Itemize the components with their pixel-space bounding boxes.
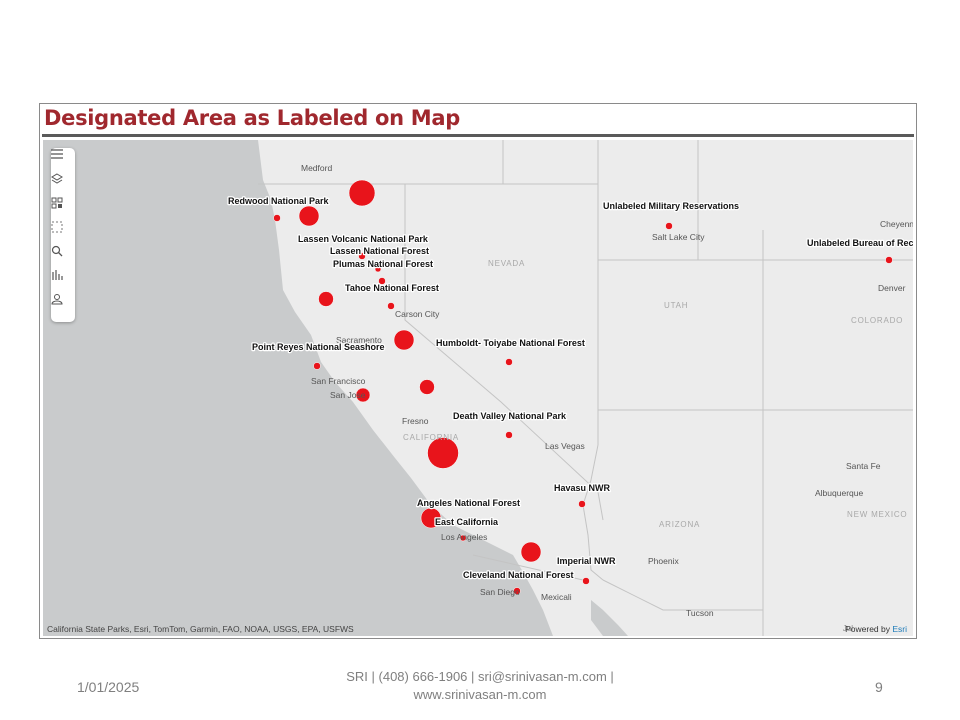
city-label-san-jose: San Jose	[330, 390, 366, 400]
footer-contact-line1: SRI | (408) 666-1906 | sri@srinivasan-m.…	[346, 669, 614, 684]
markers	[273, 179, 893, 595]
chart-icon[interactable]	[51, 269, 75, 291]
marker[interactable]	[348, 179, 376, 207]
area-label-angeles: Angeles National Forest	[417, 498, 520, 508]
area-label-military-reservations: Unlabeled Military Reservations	[603, 201, 739, 211]
area-label-havasu: Havasu NWR	[554, 483, 611, 493]
marker[interactable]	[505, 358, 513, 366]
marker[interactable]	[355, 387, 371, 403]
marker[interactable]	[419, 379, 435, 395]
area-label-lassen-forest: Lassen National Forest	[330, 246, 429, 256]
basemap: NEVADA UTAH COLORADO CALIFORNIA ARIZONA …	[43, 140, 913, 636]
marker[interactable]	[513, 587, 521, 595]
marker[interactable]	[578, 500, 586, 508]
marker[interactable]	[505, 431, 513, 439]
gulf	[591, 600, 628, 636]
city-label-santa-fe: Santa Fe	[846, 461, 881, 471]
city-label-phoenix: Phoenix	[648, 556, 679, 566]
city-label-tucson: Tucson	[686, 608, 714, 618]
area-label-cleveland: Cleveland National Forest	[463, 570, 574, 580]
area-label-bureau-of-reclamation: Unlabeled Bureau of Recl	[807, 238, 913, 248]
page-number: 9	[875, 679, 883, 695]
marker[interactable]	[313, 362, 321, 370]
qr-legend-icon[interactable]	[51, 197, 75, 219]
state-label-utah: UTAH	[664, 301, 688, 310]
area-label-lassen-volcanic: Lassen Volcanic National Park	[298, 234, 429, 244]
state-label-new-mexico: NEW MEXICO	[847, 510, 907, 519]
marker[interactable]	[358, 252, 366, 260]
area-label-tahoe: Tahoe National Forest	[345, 283, 439, 293]
marker[interactable]	[387, 302, 395, 310]
state-label-colorado: COLORADO	[851, 316, 903, 325]
footer-contact: SRI | (408) 666-1906 | sri@srinivasan-m.…	[300, 668, 660, 704]
city-label-fresno: Fresno	[402, 416, 429, 426]
marker[interactable]	[273, 214, 281, 222]
marker[interactable]	[393, 329, 415, 351]
marker[interactable]	[665, 222, 673, 230]
select-icon[interactable]	[51, 221, 75, 243]
city-label-sacramento: Sacramento	[336, 335, 382, 345]
layers-icon[interactable]	[51, 173, 75, 195]
partial-city-label: Jul	[842, 624, 853, 633]
esri-link[interactable]: Esri	[892, 624, 907, 634]
city-label-las-vegas: Las Vegas	[545, 441, 585, 451]
area-label-humboldt-toiyabe: Humboldt- Toiyabe National Forest	[436, 338, 585, 348]
title-divider	[42, 134, 914, 137]
powered-by-text: Powered by	[845, 624, 893, 634]
footer-website: www.srinivasan-m.com	[413, 687, 547, 702]
city-label-denver: Denver	[878, 283, 906, 293]
city-label-san-diego: San Diego	[480, 587, 520, 597]
marker[interactable]	[520, 541, 542, 563]
city-label-medford: Medford	[301, 163, 332, 173]
marker[interactable]	[374, 265, 382, 273]
city-label-san-francisco: San Francisco	[311, 376, 366, 386]
marker[interactable]	[378, 277, 386, 285]
city-label-los-angeles: Los Angeles	[441, 532, 487, 542]
ocean	[43, 140, 553, 636]
area-label-east-california: East California	[435, 517, 499, 527]
city-label-mexicali: Mexicali	[541, 592, 572, 602]
area-label-point-reyes: Point Reyes National Seashore	[252, 342, 385, 352]
city-label-albuquerque: Albuquerque	[815, 488, 863, 498]
marker[interactable]	[582, 577, 590, 585]
marker[interactable]	[318, 291, 334, 307]
area-label-death-valley: Death Valley National Park	[453, 411, 567, 421]
map-toolbar	[51, 148, 75, 322]
city-label-salt-lake-city: Salt Lake City	[652, 232, 705, 242]
marker[interactable]	[427, 437, 459, 469]
marker[interactable]	[298, 205, 320, 227]
slide-title: Designated Area as Labeled on Map	[44, 106, 460, 130]
area-label-plumas: Plumas National Forest	[333, 259, 433, 269]
state-label-arizona: ARIZONA	[659, 520, 700, 529]
marker[interactable]	[885, 256, 893, 264]
search-icon[interactable]	[51, 245, 75, 267]
powered-by-esri[interactable]: Powered by Esri	[845, 624, 907, 634]
city-label-carson-city: Carson City	[395, 309, 440, 319]
map-slide-frame: Designated Area as Labeled on Map	[39, 103, 917, 639]
state-borders	[258, 140, 913, 636]
user-icon[interactable]	[51, 293, 75, 315]
menu-icon[interactable]	[51, 149, 75, 171]
map-view[interactable]: NEVADA UTAH COLORADO CALIFORNIA ARIZONA …	[43, 140, 913, 636]
area-label-imperial: Imperial NWR	[557, 556, 616, 566]
marker[interactable]	[420, 507, 442, 529]
footer-date: 1/01/2025	[77, 679, 140, 695]
state-label-nevada: NEVADA	[488, 259, 525, 268]
area-label-redwood: Redwood National Park	[228, 196, 330, 206]
state-label-california: CALIFORNIA	[403, 433, 459, 442]
city-label-cheyenne: Cheyenne	[880, 219, 913, 229]
marker[interactable]	[459, 534, 467, 542]
map-attribution: California State Parks, Esri, TomTom, Ga…	[47, 624, 354, 634]
